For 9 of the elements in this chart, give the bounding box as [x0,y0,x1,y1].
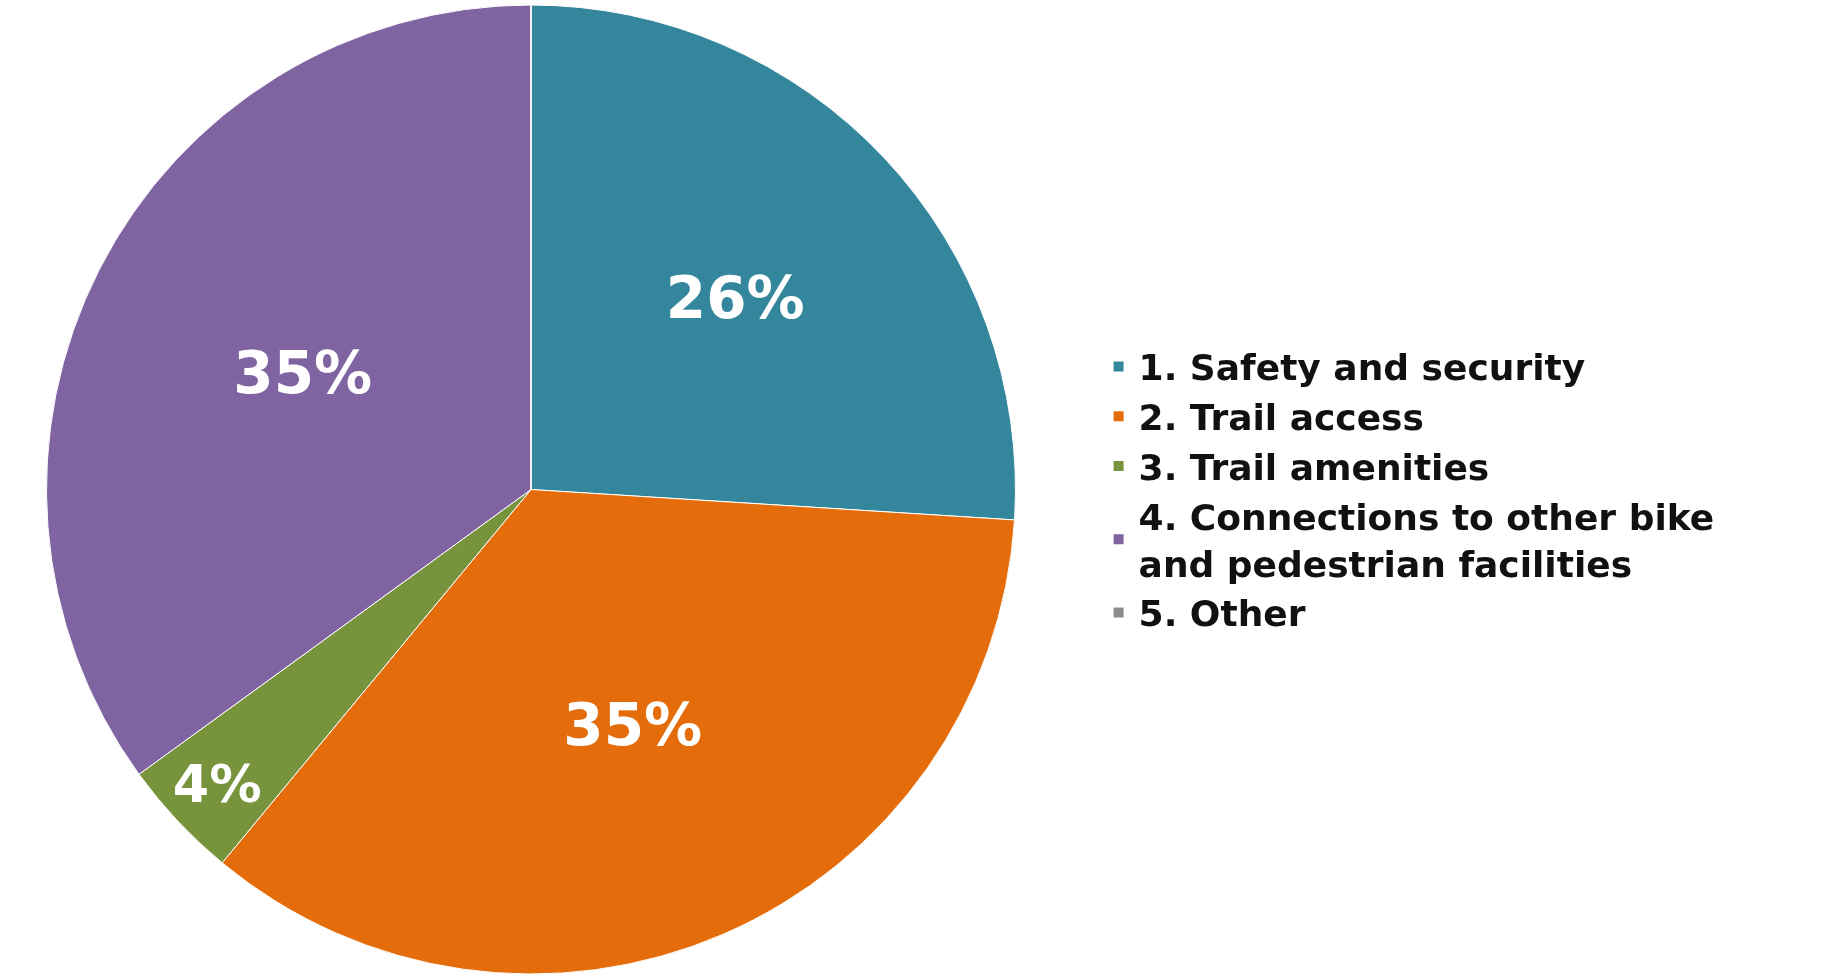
legend-label: 5. Other [1138,593,1306,635]
data-label: 26% [665,263,805,332]
data-label: 4% [172,753,262,815]
legend-label: 1. Safety and security [1138,347,1586,389]
legend-label: 2. Trail access [1138,397,1424,439]
data-label: 35% [233,339,373,408]
legend-label: 3. Trail amenities [1138,447,1490,489]
legend-label: 4. Connections to other bike and pedestrian facilities [1138,496,1715,585]
data-label: 35% [563,690,703,759]
